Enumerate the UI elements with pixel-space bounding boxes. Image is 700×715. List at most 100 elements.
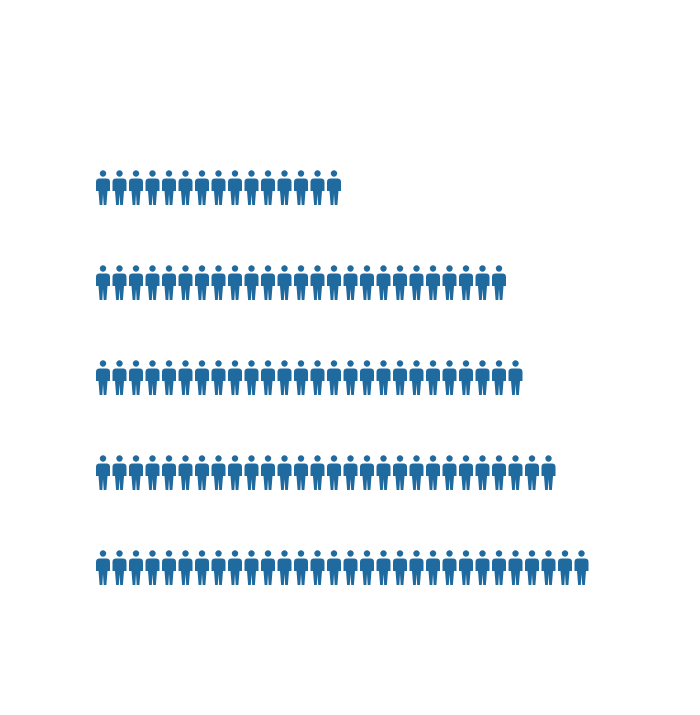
icon-body: [294, 368, 308, 395]
person-icon: [508, 360, 523, 395]
icon-head: [380, 455, 387, 462]
person-icon: [145, 360, 160, 395]
icon-body: [277, 178, 292, 205]
icon-head: [479, 455, 486, 462]
icon-body: [310, 368, 325, 395]
icon-body: [145, 178, 160, 205]
icon-head: [314, 170, 321, 177]
person-icon: [508, 455, 523, 490]
person-icon: [376, 455, 391, 490]
person-icon: [442, 550, 457, 585]
person-icon: [211, 265, 226, 300]
icon-head: [198, 550, 206, 557]
icon-head: [380, 550, 387, 557]
icon-body: [327, 558, 341, 585]
icon-head: [347, 455, 354, 462]
person-icon: [475, 265, 490, 300]
person-icon: [261, 550, 275, 585]
icon-head: [297, 265, 305, 272]
person-icon: [327, 265, 341, 300]
icon-body: [343, 558, 358, 585]
person-icon: [475, 550, 490, 585]
person-icon: [96, 265, 110, 300]
icon-body: [409, 368, 424, 395]
icon-head: [281, 265, 288, 272]
icon-head: [479, 265, 486, 272]
person-icon: [211, 550, 226, 585]
icon-head: [330, 360, 338, 367]
icon-head: [215, 550, 222, 557]
person-icon: [376, 550, 391, 585]
icon-head: [462, 550, 470, 557]
person-icon: [492, 265, 506, 300]
icon-body: [376, 273, 391, 300]
icon-body: [244, 273, 259, 300]
icon-head: [479, 360, 486, 367]
icon-body: [195, 368, 209, 395]
person-icon: [195, 170, 209, 205]
icon-body: [162, 558, 176, 585]
person-icon: [310, 550, 325, 585]
icon-head: [429, 550, 437, 557]
icon-head: [99, 550, 107, 557]
icon-body: [409, 558, 424, 585]
icon-body: [244, 368, 259, 395]
person-icon: [112, 455, 127, 490]
icon-body: [343, 463, 358, 490]
icon-body: [525, 463, 539, 490]
icon-body: [211, 273, 226, 300]
person-icon: [475, 455, 490, 490]
icon-head: [314, 265, 321, 272]
person-icon: [228, 265, 242, 300]
icon-head: [132, 265, 140, 272]
icon-head: [413, 360, 420, 367]
icon-body: [343, 273, 358, 300]
person-icon: [129, 455, 143, 490]
person-icon: [244, 265, 259, 300]
icon-head: [413, 550, 420, 557]
person-icon: [277, 265, 292, 300]
person-icon: [244, 455, 259, 490]
person-icon: [409, 550, 424, 585]
icon-head: [363, 550, 371, 557]
icon-body: [178, 463, 193, 490]
icon-body: [96, 178, 110, 205]
icon-head: [512, 360, 519, 367]
icon-head: [446, 360, 453, 367]
icon-head: [495, 360, 503, 367]
icon-body: [327, 368, 341, 395]
icon-body: [96, 368, 110, 395]
person-icon: [376, 265, 391, 300]
icon-head: [545, 455, 552, 462]
person-icon: [459, 550, 473, 585]
icon-head: [347, 265, 354, 272]
icon-body: [277, 368, 292, 395]
icon-body: [310, 558, 325, 585]
icon-body: [426, 558, 440, 585]
icon-head: [314, 360, 321, 367]
person-icon: [178, 550, 193, 585]
icon-body: [228, 463, 242, 490]
icon-head: [396, 360, 404, 367]
icon-body: [492, 368, 506, 395]
person-icon: [376, 360, 391, 395]
icon-body: [492, 273, 506, 300]
person-icon: [277, 550, 292, 585]
icon-body: [244, 463, 259, 490]
person-icon: [343, 455, 358, 490]
icon-head: [512, 550, 519, 557]
icon-body: [145, 463, 160, 490]
person-icon: [145, 550, 160, 585]
icon-head: [347, 360, 354, 367]
icon-body: [393, 558, 407, 585]
icon-head: [495, 455, 503, 462]
person-icon: [360, 455, 374, 490]
icon-head: [413, 265, 420, 272]
icon-body: [178, 368, 193, 395]
icon-head: [149, 550, 156, 557]
icon-body: [129, 558, 143, 585]
icon-head: [396, 265, 404, 272]
icon-body: [211, 178, 226, 205]
icon-head: [165, 550, 173, 557]
